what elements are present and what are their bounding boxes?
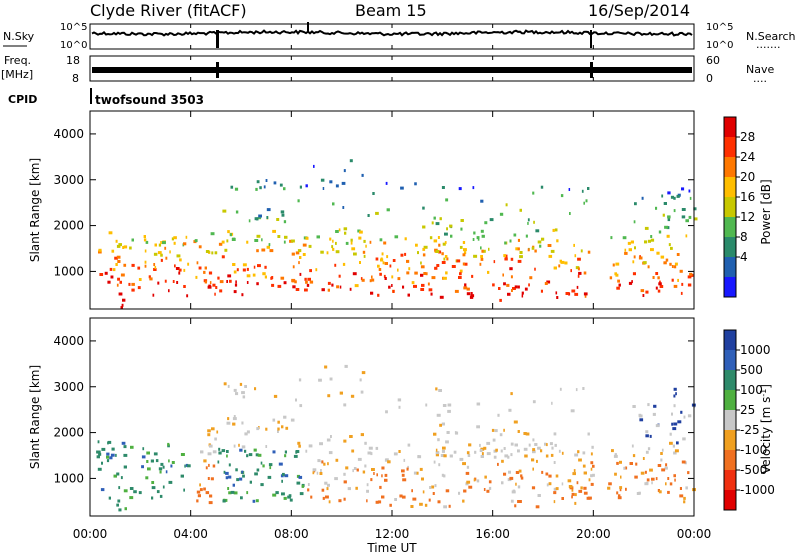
nsky-label: N.Sky [3, 30, 35, 43]
colorbar-swatch [724, 390, 736, 411]
y-tick-label: 4000 [53, 127, 84, 141]
colorbar-swatch [724, 470, 736, 491]
colorbar-tick-label: -100 [740, 443, 767, 457]
velocity-colorbar: 1000 500 100 25 -25 -100 -500 -1000 [723, 329, 775, 511]
x-tick-label: 12:00 [375, 527, 410, 541]
nsearch-label: N.Search [746, 30, 796, 43]
date-title: 16/Sep/2014 [588, 1, 690, 20]
x-tick-label: 16:00 [475, 527, 510, 541]
nave-tick-bottom: 0 [706, 72, 713, 85]
colorbar-swatch [724, 157, 736, 178]
colorbar-tick-label: 20 [740, 170, 755, 184]
cpid-label: CPID [8, 93, 37, 106]
nave-tick-top: 60 [706, 54, 720, 67]
y-tick-label: 4000 [53, 334, 84, 348]
colorbar-tick-label: 100 [740, 383, 763, 397]
nsky-trace [91, 29, 693, 37]
colorbar-swatch [724, 370, 736, 391]
y-tick-label: 2000 [53, 219, 84, 233]
colorbar-tick-label: -1000 [740, 483, 775, 497]
cpid-value: twofsound 3503 [95, 93, 204, 107]
freq-label: Freq. [4, 54, 31, 67]
x-tick-label: 08:00 [274, 527, 309, 541]
velocity-y-axis-label: Slant Range [km] [28, 365, 42, 469]
velocity-panel: 1000 2000 3000 4000 Slant Range [km] [28, 317, 696, 517]
x-tick-label: 20:00 [576, 527, 611, 541]
power-heatmap-cells [98, 159, 698, 310]
colorbar-swatch [724, 137, 736, 158]
station-title: Clyde River (fitACF) [90, 1, 247, 20]
colorbar-swatch [724, 430, 736, 451]
nsky-strip: N.Sky 10^5 10^0 10^5 10^0 N.Search .....… [3, 22, 796, 51]
colorbar-tick-label: 16 [740, 190, 755, 204]
x-tick-label: 04:00 [173, 527, 208, 541]
colorbar-swatch [724, 490, 736, 511]
x-tick-label: 00:00 [73, 527, 108, 541]
time-axis: 00:00 04:00 08:00 12:00 16:00 20:00 00:00 [73, 24, 712, 541]
nsearch-dots: ....... [756, 38, 780, 51]
colorbar-swatch [724, 117, 736, 138]
colorbar-swatch [724, 277, 736, 298]
y-tick-label: 1000 [53, 264, 84, 278]
nave-label: Nave [746, 63, 774, 76]
time-axis-title: Time UT [366, 541, 417, 554]
nave-dots: .... [753, 72, 767, 85]
power-colorbar-label: Power [dB] [759, 179, 773, 244]
beam-title: Beam 15 [355, 1, 427, 20]
colorbar-tick-label: 8 [740, 230, 748, 244]
nsearch-tick-bottom: 10^0 [706, 40, 733, 51]
colorbar-swatch [724, 237, 736, 258]
x-tick-label: 00:00 [677, 527, 712, 541]
colorbar-tick-label: 25 [740, 403, 755, 417]
colorbar-tick-label: 12 [740, 210, 755, 224]
y-tick-label: 3000 [53, 173, 84, 187]
freq-tick-bottom: 8 [72, 72, 79, 85]
freq-unit-label: [MHz] [1, 68, 33, 81]
colorbar-tick-label: 28 [740, 130, 755, 144]
velocity-colorbar-label: Velocity [m s-1] [759, 384, 773, 474]
colorbar-swatch [724, 330, 736, 351]
freq-trace [92, 67, 692, 73]
power-panel: 1000 2000 3000 4000 Slant Range [km] [28, 110, 698, 310]
colorbar-tick-label: 500 [740, 363, 763, 377]
power-colorbar: 28 24 20 16 12 8 4 [723, 116, 755, 298]
colorbar-swatch [724, 350, 736, 371]
colorbar-swatch [724, 177, 736, 198]
nsky-tick-bottom: 10^0 [60, 40, 87, 51]
colorbar-swatch [724, 410, 736, 431]
colorbar-tick-label: 24 [740, 150, 755, 164]
colorbar-tick-label: -500 [740, 463, 767, 477]
y-tick-label: 3000 [53, 380, 84, 394]
colorbar-swatch [724, 217, 736, 238]
y-tick-label: 2000 [53, 426, 84, 440]
cpid-strip: CPID twofsound 3503 [8, 88, 204, 107]
colorbar-swatch [724, 197, 736, 218]
y-tick-label: 1000 [53, 471, 84, 485]
colorbar-swatch [724, 450, 736, 471]
velocity-heatmap-cells [96, 364, 696, 512]
colorbar-tick-label: 4 [740, 250, 748, 264]
freq-strip: Freq. [MHz] 18 8 60 0 Nave .... [1, 54, 774, 85]
freq-tick-top: 18 [66, 54, 80, 67]
colorbar-tick-label: 1000 [740, 343, 771, 357]
nsky-tick-top: 10^5 [60, 22, 87, 33]
colorbar-swatch [724, 257, 736, 278]
nsearch-tick-top: 10^5 [706, 22, 733, 33]
colorbar-tick-label: -25 [740, 423, 760, 437]
power-y-axis-label: Slant Range [km] [28, 158, 42, 262]
